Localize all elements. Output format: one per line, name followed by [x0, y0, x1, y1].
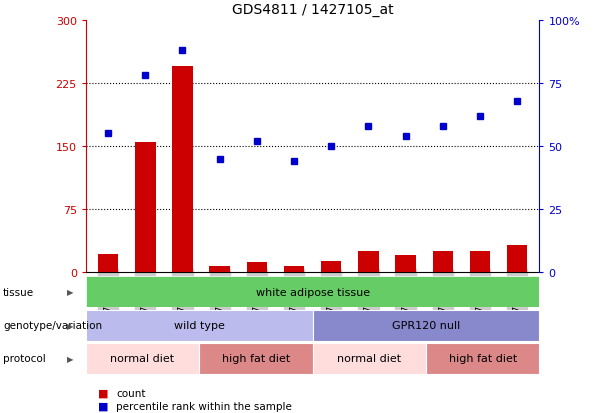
Bar	[246, 263, 267, 273]
Text: ▶: ▶	[67, 288, 74, 297]
Text: normal diet: normal diet	[110, 353, 175, 363]
Bar	[433, 252, 453, 273]
Bar	[284, 266, 304, 273]
Bar	[507, 246, 527, 273]
Text: high fat diet: high fat diet	[222, 353, 290, 363]
Bar	[426, 343, 539, 374]
Text: ▶: ▶	[67, 321, 74, 330]
Text: percentile rank within the sample: percentile rank within the sample	[116, 401, 292, 411]
Title: GDS4811 / 1427105_at: GDS4811 / 1427105_at	[232, 3, 394, 17]
Bar	[313, 310, 539, 341]
Text: GPR120 null: GPR120 null	[392, 320, 460, 330]
Text: wild type: wild type	[174, 320, 224, 330]
Bar	[321, 262, 341, 273]
Bar	[135, 142, 156, 273]
Text: ▶: ▶	[67, 354, 74, 363]
Bar	[395, 256, 416, 273]
Bar	[172, 67, 192, 273]
Text: tissue: tissue	[3, 287, 34, 297]
Text: ■: ■	[98, 401, 109, 411]
Text: count: count	[116, 388, 146, 398]
Bar	[210, 266, 230, 273]
Bar	[358, 252, 379, 273]
Text: genotype/variation: genotype/variation	[3, 320, 102, 330]
Text: white adipose tissue: white adipose tissue	[256, 287, 370, 297]
Bar	[86, 310, 313, 341]
Text: normal diet: normal diet	[337, 353, 402, 363]
Text: high fat diet: high fat diet	[449, 353, 517, 363]
Bar	[98, 254, 118, 273]
Bar	[313, 343, 426, 374]
Bar	[199, 343, 313, 374]
Text: protocol: protocol	[3, 353, 46, 363]
Bar	[86, 343, 199, 374]
Bar	[470, 252, 490, 273]
Text: ■: ■	[98, 388, 109, 398]
